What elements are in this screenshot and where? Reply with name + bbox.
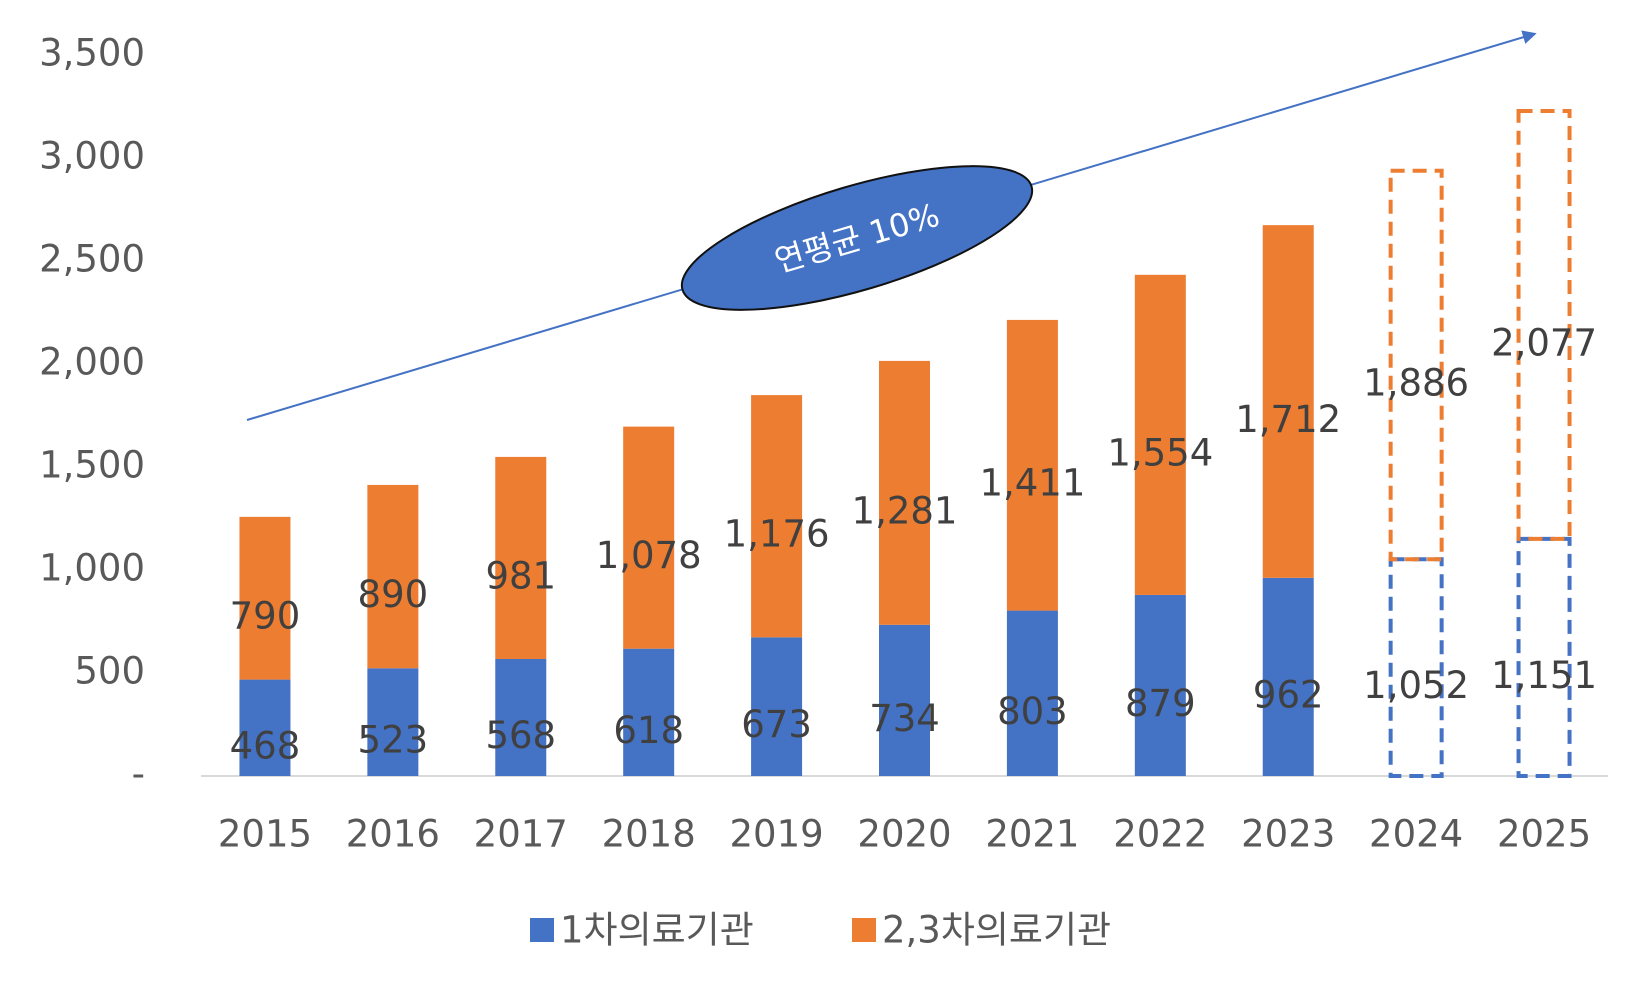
legend-swatch [530, 918, 554, 942]
bar-segment [751, 637, 803, 776]
value-label: 981 [485, 554, 556, 597]
bar-segment [751, 395, 803, 638]
bar-segment [623, 426, 675, 649]
value-label: 1,411 [979, 462, 1085, 505]
bar-segment [623, 648, 675, 776]
y-tick-label: 500 [74, 650, 145, 693]
x-tick-label: 2015 [218, 813, 312, 856]
value-label: 523 [358, 719, 429, 762]
bar-segment [1006, 319, 1058, 611]
x-tick-label: 2018 [602, 813, 696, 856]
x-tick-label: 2019 [730, 813, 824, 856]
bar-segment [879, 360, 930, 625]
legend-label: 2,3차의료기관 [882, 909, 1111, 952]
value-label: 1,151 [1491, 654, 1597, 697]
x-tick-label: 2017 [474, 813, 568, 856]
bar-segment [495, 658, 547, 776]
x-tick-label: 2021 [985, 813, 1079, 856]
value-label: 468 [230, 724, 301, 767]
value-label: 618 [613, 709, 684, 752]
bar-segment [1134, 594, 1186, 776]
y-tick-label: 2,500 [39, 238, 145, 281]
value-label: 962 [1253, 673, 1324, 716]
value-label: 734 [869, 697, 940, 740]
annotation-ellipse [680, 165, 1034, 311]
value-label: 568 [485, 714, 556, 757]
annotation-badge: 연평균 10% [680, 165, 1034, 311]
bar-segment [1516, 109, 1572, 541]
value-label: 1,052 [1363, 664, 1469, 707]
y-tick-label: 3,500 [39, 32, 145, 75]
x-tick-label: 2023 [1241, 813, 1335, 856]
value-label: 1,281 [852, 489, 958, 532]
y-tick-label: 1,500 [39, 444, 145, 487]
bar-segment [1006, 610, 1058, 776]
value-label: 2,077 [1491, 321, 1597, 364]
y-tick-label: - [132, 753, 145, 796]
y-tick-label: 3,000 [39, 135, 145, 178]
value-label: 890 [358, 573, 429, 616]
value-label: 673 [741, 703, 812, 746]
y-tick-label: 1,000 [39, 547, 145, 590]
x-tick-label: 2025 [1497, 813, 1591, 856]
bar-segment [1262, 577, 1314, 776]
legend-swatch [852, 918, 876, 942]
bar-segment [239, 516, 291, 680]
bar-segment [367, 668, 419, 776]
bar-segment [1388, 168, 1444, 562]
bar-segment [1262, 225, 1314, 578]
bar-segment [495, 456, 547, 659]
value-label: 1,078 [596, 534, 702, 577]
legend-label: 1차의료기관 [560, 909, 754, 952]
y-tick-label: 2,000 [39, 341, 145, 384]
x-tick-label: 2016 [346, 813, 440, 856]
bar-segment [239, 679, 291, 776]
value-label: 879 [1125, 682, 1196, 725]
value-label: 1,176 [724, 513, 830, 556]
value-label: 1,712 [1235, 398, 1341, 441]
bar-segment [1134, 274, 1186, 595]
value-label: 790 [230, 595, 301, 638]
x-tick-label: 2020 [857, 813, 951, 856]
x-tick-label: 2022 [1113, 813, 1207, 856]
value-label: 803 [997, 690, 1068, 733]
x-tick-label: 2024 [1369, 813, 1463, 856]
value-label: 1,886 [1363, 362, 1469, 405]
value-label: 1,554 [1107, 431, 1213, 474]
bar-segment [1516, 536, 1572, 778]
bar-segment [879, 624, 930, 776]
bar-segment [367, 484, 419, 669]
